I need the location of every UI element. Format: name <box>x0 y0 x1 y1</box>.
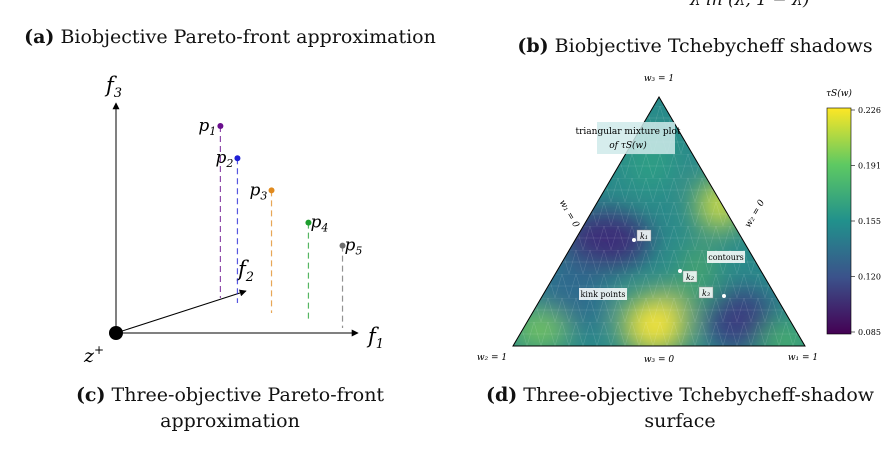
kink-k3: k₃ <box>698 286 726 299</box>
caption-a-text: Biobjective Pareto-front approximation <box>60 26 436 48</box>
caption-b-text: Biobjective Tchebycheff shadows <box>554 35 873 57</box>
kink-k2: k₂ <box>678 269 698 283</box>
colorbar-title: τS(w) <box>826 88 852 99</box>
caption-d-line1: Three-objective Tchebycheff-shadow <box>523 384 875 406</box>
caption-b: (b) Biobjective Tchebycheff shadows <box>500 33 890 59</box>
colorbar-tick-label-3: 0.120 <box>858 273 881 282</box>
caption-a-label: (a) <box>24 26 55 48</box>
f1-label: f1 <box>366 324 384 352</box>
caption-d-label: (d) <box>485 384 518 406</box>
f2-label: f2 <box>236 257 254 285</box>
kink-k1-marker <box>632 238 636 242</box>
pareto-point-label-1: p1 <box>198 116 216 138</box>
annotation-box <box>597 122 675 154</box>
pareto-point-2 <box>234 155 241 162</box>
kink-k3-marker <box>722 294 726 298</box>
f2-axis <box>115 289 247 334</box>
origin-label: z+ <box>83 343 104 367</box>
pareto-point-1 <box>217 123 224 129</box>
caption-c-line2: approximation <box>160 410 300 432</box>
pareto-plot: z+ f1 f3 f2 p1 p2 p3 p4 p5 <box>83 73 384 367</box>
top-strip-text: λ ln (λ, 1 − λ) <box>690 0 810 10</box>
caption-c-label: (c) <box>75 384 106 406</box>
kink-box <box>579 288 627 300</box>
edge-left-label: w₁ = 0 <box>557 198 581 229</box>
pareto-point-label-2: p2 <box>215 148 233 170</box>
caption-c-line1: Three-objective Pareto-front <box>111 384 385 406</box>
caption-d: (d) Three-objective Tchebycheff-shadow s… <box>470 382 890 434</box>
colorbar <box>826 107 852 335</box>
ternary-plot: w₃ = 1 w₂ = 1 w₁ = 1 w₁ = 0 w₂ = 0 w₃ = … <box>477 74 881 365</box>
colorbar-tick-label-4: 0.085 <box>858 328 881 337</box>
kink-k1-box <box>636 229 652 242</box>
kink-k1: k₁ <box>632 229 652 242</box>
annotation-title-line1: triangular mixture plot <box>576 127 681 137</box>
f3-label: f3 <box>104 73 122 101</box>
caption-a: (a) Biobjective Pareto-front approximati… <box>15 24 445 50</box>
kink-label: kink points <box>581 290 626 299</box>
pareto-point-label-3: p3 <box>250 180 268 202</box>
edge-right-label: w₂ = 0 <box>743 198 767 229</box>
colorbar-tick-label-2: 0.155 <box>858 217 881 226</box>
caption-c: (c) Three-objective Pareto-front approxi… <box>15 382 445 434</box>
contours-label: contours <box>708 253 744 262</box>
kink-k2-marker <box>678 269 682 273</box>
ternary-triangle-border <box>512 96 806 347</box>
contours-box <box>707 251 745 263</box>
kink-k1-label: k₁ <box>640 232 648 241</box>
kink-k2-box <box>682 270 698 283</box>
vertex-top-label: w₃ = 1 <box>644 74 674 84</box>
kink-k3-box <box>698 286 714 299</box>
edge-bottom-label: w₃ = 0 <box>644 355 675 365</box>
annotation-title-line2: of τS(w) <box>609 140 647 151</box>
caption-b-label: (b) <box>517 35 549 57</box>
colorbar-tick-label-0: 0.226 <box>858 106 881 115</box>
pareto-point-3 <box>268 187 275 194</box>
colorbar-tick-label-1: 0.191 <box>858 162 881 171</box>
vertex-left-label: w₂ = 1 <box>477 353 507 363</box>
pareto-point-4 <box>305 219 312 226</box>
origin-point <box>109 326 123 340</box>
kink-k3-label: k₃ <box>702 289 710 298</box>
vertex-right-label: w₁ = 1 <box>788 353 818 363</box>
caption-d-line2: surface <box>644 410 716 432</box>
pareto-point-5 <box>339 242 346 249</box>
pareto-point-label-4: p4 <box>310 213 328 235</box>
pareto-point-label-5: p5 <box>345 236 363 258</box>
kink-k2-label: k₂ <box>686 273 694 282</box>
